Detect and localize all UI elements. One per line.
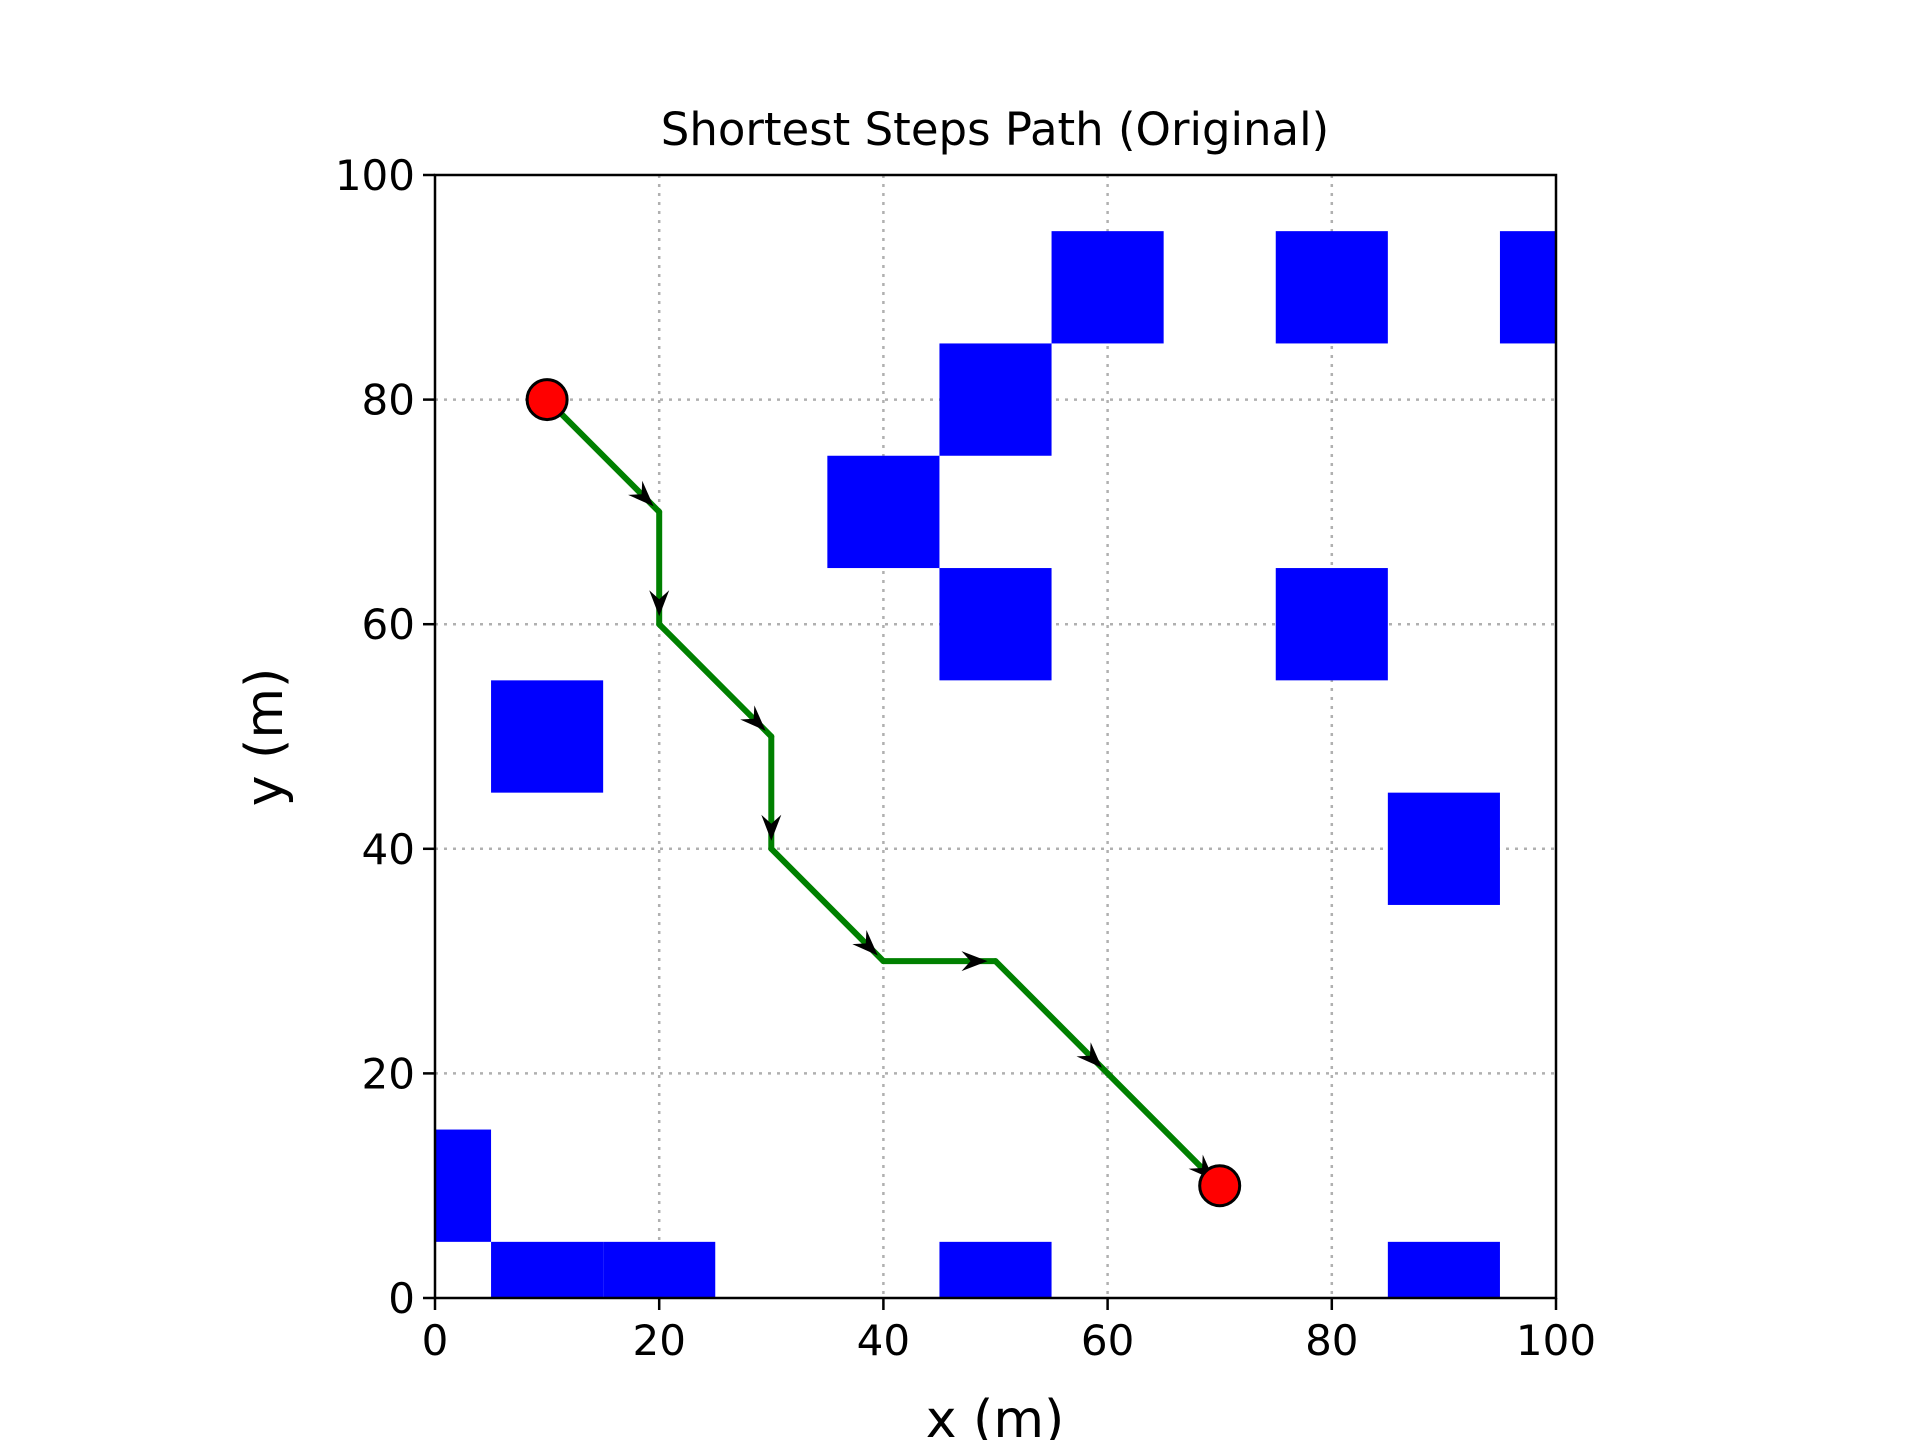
y-tick-label: 80 xyxy=(362,376,415,425)
x-tick-label: 80 xyxy=(1305,1316,1358,1365)
y-tick-label: 20 xyxy=(362,1049,415,1098)
path-arrow xyxy=(649,590,670,617)
y-tick-label: 60 xyxy=(362,600,415,649)
endpoint-layer xyxy=(525,378,1242,1208)
obstacle-cell xyxy=(1387,1241,1500,1298)
obstacle-cell xyxy=(1051,231,1164,344)
obstacle-cell xyxy=(491,680,604,793)
x-tick-label: 100 xyxy=(1516,1316,1596,1365)
path-segment xyxy=(544,396,663,515)
path-segment xyxy=(656,621,775,740)
tick-layer: 0 20 40 60 80 100 0 20 40 60 80 100 xyxy=(335,151,1596,1365)
goal-marker xyxy=(1198,1164,1242,1208)
path-arrow xyxy=(852,929,878,956)
x-tick-label: 60 xyxy=(1081,1316,1134,1365)
obstacle-cell xyxy=(1275,231,1388,344)
obstacle-cell xyxy=(1387,792,1500,905)
obstacle-cell xyxy=(1275,568,1388,681)
path-arrow xyxy=(961,951,988,972)
obstacle-cell xyxy=(939,343,1052,456)
chart-title: Shortest Steps Path (Original) xyxy=(661,103,1329,156)
path-segment xyxy=(768,845,887,965)
path-arrow xyxy=(740,705,766,731)
x-tick-label: 40 xyxy=(857,1316,910,1365)
y-tick-label: 40 xyxy=(362,825,415,874)
path-layer xyxy=(544,396,1223,1189)
obstacle-cell xyxy=(939,1241,1052,1298)
start-marker xyxy=(525,378,569,422)
obstacle-cell xyxy=(603,1241,716,1298)
obstacle-cell xyxy=(435,1129,492,1242)
obstacle-cell xyxy=(827,455,940,569)
obstacle-cell xyxy=(939,568,1052,681)
obstacle-layer xyxy=(435,231,1556,1298)
obstacle-cell xyxy=(1499,231,1556,344)
path-arrow xyxy=(1076,1042,1102,1068)
y-axis-label: y (m) xyxy=(235,668,295,807)
path-segment xyxy=(992,958,1111,1077)
path-arrow xyxy=(628,480,654,507)
x-axis-label: x (m) xyxy=(926,1390,1065,1440)
y-tick-label: 100 xyxy=(335,151,415,200)
obstacle-cell xyxy=(491,1241,604,1298)
path-segment xyxy=(1104,1070,1223,1189)
x-tick-label: 20 xyxy=(632,1316,685,1365)
y-tick-label: 0 xyxy=(388,1274,415,1323)
plot-frame xyxy=(433,173,1558,1300)
x-tick-label: 0 xyxy=(422,1316,449,1365)
path-arrow xyxy=(761,814,782,841)
